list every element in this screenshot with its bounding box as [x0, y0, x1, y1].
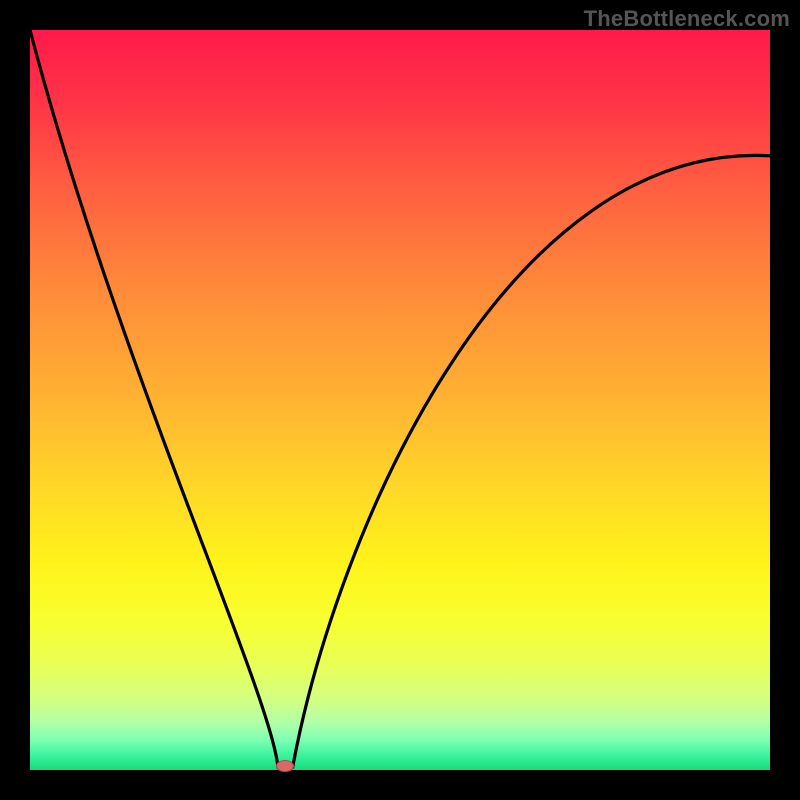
bottleneck-curve [30, 30, 770, 770]
plot-area [30, 30, 770, 770]
curve-path [30, 30, 770, 767]
optimal-point-marker [276, 760, 294, 772]
watermark-text: TheBottleneck.com [584, 6, 790, 32]
chart-frame: TheBottleneck.com [0, 0, 800, 800]
